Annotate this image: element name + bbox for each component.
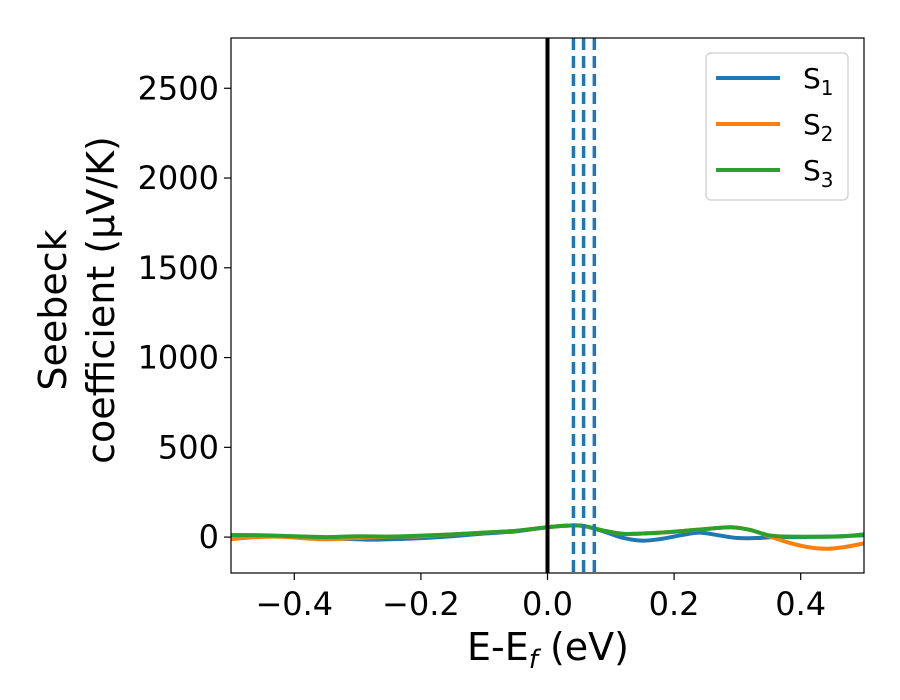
y-tick-label: 0	[199, 518, 219, 556]
x-tick-label: 0.0	[522, 585, 573, 623]
series-line-s3	[231, 523, 864, 540]
legend-label-s3: S3	[803, 154, 834, 192]
y-tick-label: 1500	[138, 249, 219, 287]
x-axis-label-unit: (eV)	[538, 625, 629, 669]
x-tick-label: 0.4	[775, 585, 826, 623]
x-tick-label: −0.2	[382, 585, 460, 623]
y-tick-label: 2000	[138, 159, 219, 197]
x-axis-label: E-Ef (eV)	[467, 625, 629, 675]
x-tick-label: −0.4	[255, 585, 333, 623]
y-tick-label: 500	[158, 428, 219, 466]
y-axis-label-line1: Seebeck	[31, 229, 75, 390]
plot-lines	[231, 38, 864, 573]
legend-label-s1: S1	[803, 62, 834, 100]
legend-box	[705, 52, 849, 201]
y-axis-label-line2: coefficient (μV/K)	[79, 136, 123, 464]
legend: S1 S2 S3	[705, 52, 849, 201]
y-tick-label: 1000	[138, 339, 219, 377]
y-axis-label: Seebeck coefficient (μV/K)	[31, 136, 123, 464]
x-axis: −0.4 −0.2 0.0 0.2 0.4	[255, 573, 826, 623]
y-tick-label: 2500	[138, 69, 219, 107]
x-tick-label: 0.2	[649, 585, 700, 623]
legend-label-s2: S2	[803, 108, 834, 146]
y-axis: 0 500 1000 1500 2000 2500	[138, 69, 231, 556]
